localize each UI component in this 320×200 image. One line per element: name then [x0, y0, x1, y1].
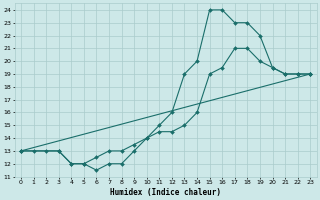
X-axis label: Humidex (Indice chaleur): Humidex (Indice chaleur): [110, 188, 221, 197]
